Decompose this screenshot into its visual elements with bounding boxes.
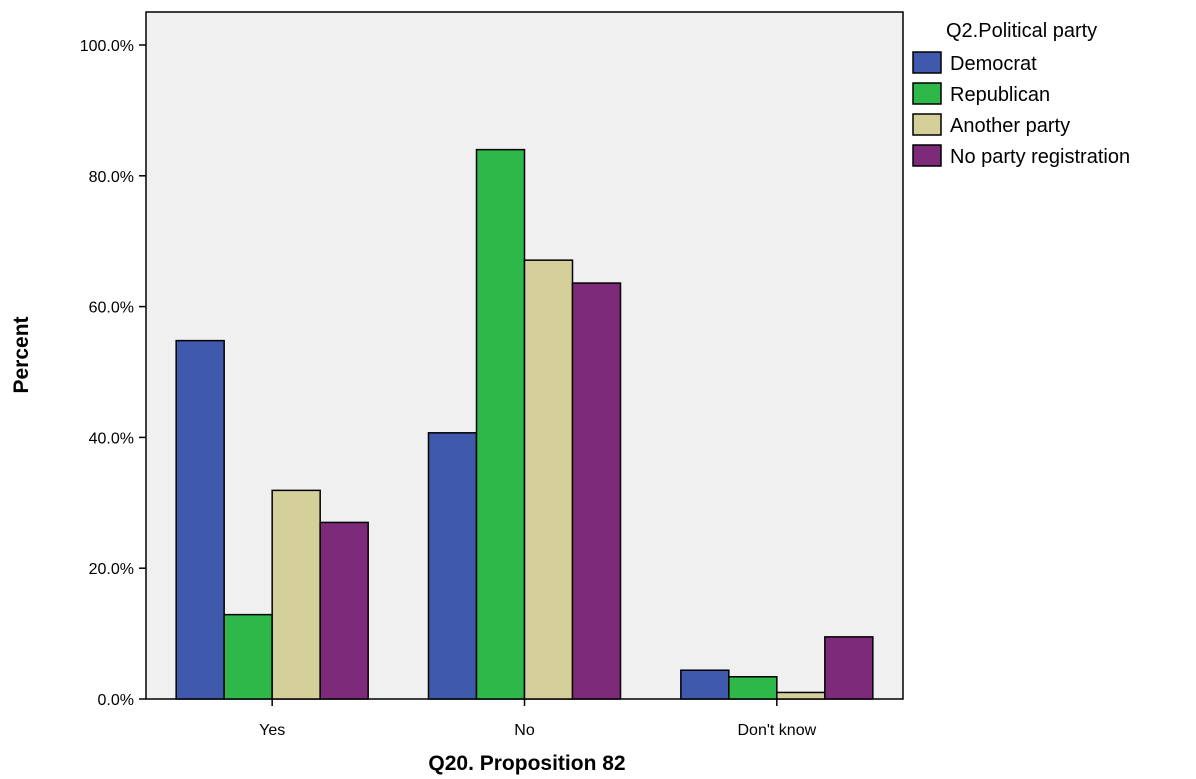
- legend-swatch: [912, 144, 942, 167]
- bar-no-party-registration-3: [824, 636, 874, 700]
- legend-swatch: [912, 51, 942, 74]
- y-tick-label: 0.0%: [98, 692, 134, 709]
- x-tick-label: Don't know: [738, 722, 817, 739]
- bar-democrat-3: [680, 669, 730, 700]
- x-axis: Yes No Don't know: [259, 699, 817, 739]
- y-axis-title: Percent: [10, 316, 33, 393]
- legend-label: Another party: [950, 115, 1070, 137]
- bar-no-party-registration-1: [319, 521, 369, 700]
- bar-republican-3: [728, 676, 778, 700]
- legend-swatch: [912, 82, 942, 105]
- legend-swatch: [912, 113, 942, 136]
- legend-title: Q2.Political party: [946, 20, 1097, 42]
- bar-republican-1: [223, 613, 273, 700]
- y-tick-label: 100.0%: [80, 38, 134, 55]
- x-axis-title: Q20. Proposition 82: [428, 752, 625, 775]
- legend-label: Democrat: [950, 53, 1037, 75]
- y-tick-label: 60.0%: [89, 300, 134, 317]
- bar-another-party-2: [523, 259, 574, 700]
- y-tick-label: 80.0%: [89, 169, 134, 186]
- x-tick-label: Yes: [259, 722, 285, 739]
- bar-another-party-1: [271, 489, 321, 700]
- bar-democrat-2: [427, 432, 478, 700]
- x-tick-label: No: [514, 722, 535, 739]
- y-tick-label: 40.0%: [89, 430, 134, 447]
- bar-republican-2: [475, 148, 526, 700]
- legend-label: Republican: [950, 84, 1050, 106]
- bar-democrat-1: [175, 339, 225, 700]
- y-axis: 0.0% 20.0% 40.0% 60.0% 80.0% 100.0%: [80, 38, 146, 709]
- bar-another-party-3: [776, 691, 826, 700]
- legend-label: No party registration: [950, 146, 1130, 168]
- legend: Q2.Political party Democrat Republican Ano…: [912, 20, 1130, 168]
- bars: [175, 148, 874, 700]
- bar-no-party-registration-2: [571, 282, 622, 700]
- y-tick-label: 20.0%: [89, 561, 134, 578]
